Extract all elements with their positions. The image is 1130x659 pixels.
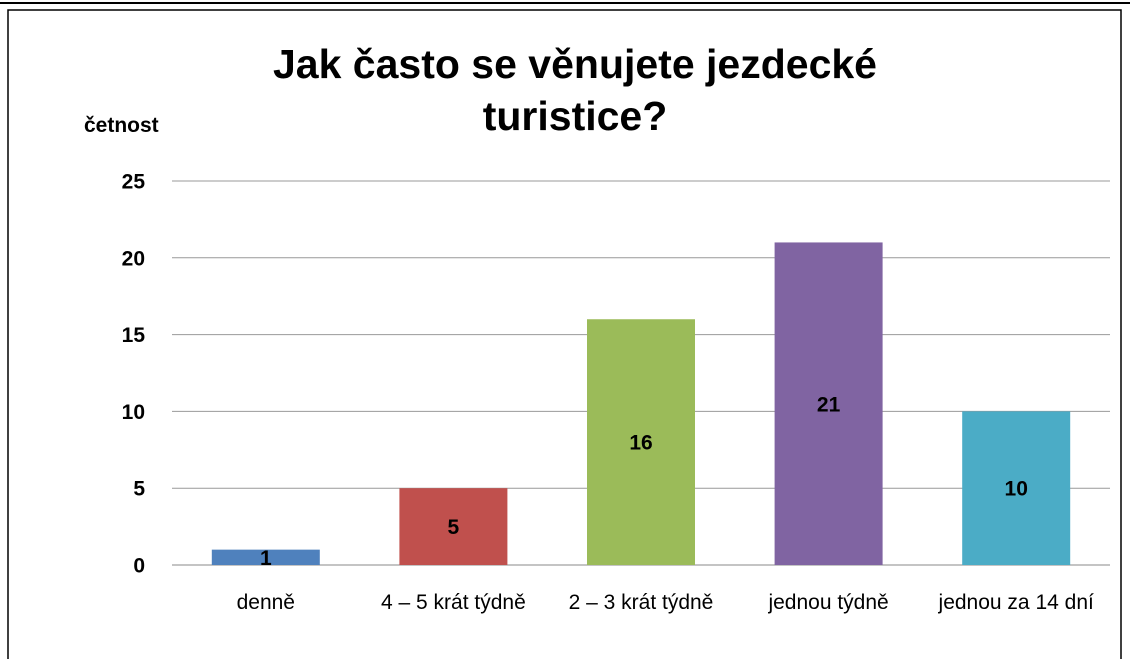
- y-tick-label: 10: [122, 401, 145, 424]
- y-tick-label: 5: [133, 478, 145, 501]
- chart-title: Jak často se věnujete jezdecké turistice…: [273, 41, 877, 139]
- data-label: 10: [1005, 478, 1028, 501]
- y-tick-label: 0: [133, 555, 145, 578]
- bar: [211, 549, 320, 565]
- bar: [399, 488, 508, 565]
- x-tick-label: denně: [236, 591, 295, 614]
- data-label: 1: [260, 547, 272, 570]
- x-tick-label: 4 – 5 krát týdně: [381, 591, 526, 614]
- data-label: 21: [817, 393, 841, 416]
- y-tick-label: 25: [122, 171, 146, 194]
- x-tick-label: jednou týdně: [768, 591, 889, 614]
- y-tick-label: 20: [122, 247, 145, 270]
- x-tick-label: 2 – 3 krát týdně: [568, 591, 714, 614]
- y-axis-label: četnost: [84, 114, 159, 137]
- bar: [962, 411, 1071, 565]
- x-tick-label: jednou za 14 dní: [938, 591, 1094, 614]
- bar: [587, 319, 695, 565]
- chart-border: [7, 9, 1122, 659]
- data-label: 5: [448, 516, 460, 539]
- y-tick-label: 15: [122, 324, 146, 347]
- bar: [774, 242, 883, 565]
- data-label: 16: [629, 432, 652, 455]
